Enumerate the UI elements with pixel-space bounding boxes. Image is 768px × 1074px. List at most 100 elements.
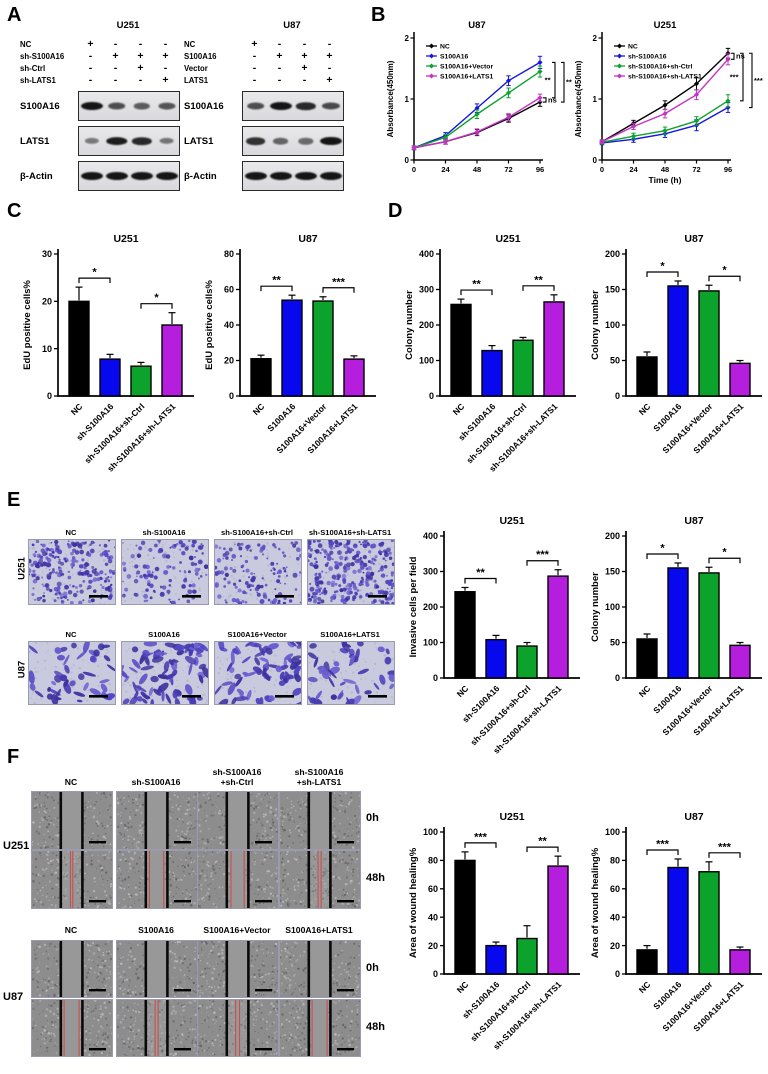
u87-growth-curve-chart: 0 1 2 0 24 48 72 96 U87 Absorbance(450nm) NC S100A1… (384, 18, 582, 194)
svg-text:U87: U87 (684, 515, 703, 527)
panel-e-letter: E (7, 489, 21, 511)
time-label-0h: 0h (366, 962, 379, 974)
u87-edu-bar-chart: 0 20 40 60 80 U87 EdU positive cells% NC S100A16… (200, 228, 382, 490)
transwell-image (307, 641, 395, 705)
transwell-micrograph (29, 642, 115, 704)
transwell-micrograph (215, 642, 301, 704)
blot-image (242, 161, 344, 191)
transwell-image (28, 539, 116, 605)
wound-image-48h (197, 999, 279, 1057)
condition-row: sh-S100A16 - + + + (20, 50, 182, 62)
line-chart-svg: 0 1 2 0 24 48 72 96 U251 Absorbance(450nm) Time (h… (574, 20, 763, 185)
blot-protein-label: LATS1 (20, 135, 50, 147)
svg-text:0: 0 (600, 165, 604, 174)
svg-text:30: 30 (42, 249, 52, 259)
image-column-title: S100A16+LATS1 (320, 630, 380, 639)
svg-text:sh-S100A16+sh-Ctrl: sh-S100A16+sh-Ctrl (82, 401, 146, 465)
wound-micrograph (198, 851, 278, 908)
svg-text:96: 96 (536, 165, 544, 174)
image-column-title: S100A16+LATS1 (285, 925, 353, 936)
condition-sign: + (162, 74, 169, 86)
condition-sign: - (302, 74, 307, 86)
condition-name: Vector (184, 63, 208, 73)
image-column-title: sh-S100A16 (142, 528, 186, 537)
wound-micrograph (117, 941, 197, 997)
condition-name: LATS1 (184, 75, 209, 85)
wound-image-48h (31, 850, 113, 909)
wound-image-48h (116, 850, 198, 909)
image-column-title: S100A16 (138, 925, 174, 936)
protein-band (244, 172, 267, 180)
blot-group-title: U87 (283, 20, 301, 31)
condition-name: NC (20, 39, 32, 49)
protein-band (159, 137, 174, 145)
condition-name: NC (184, 39, 196, 49)
svg-text:NC: NC (69, 401, 85, 417)
svg-text:NC: NC (251, 401, 267, 417)
svg-text:50: 50 (610, 356, 620, 366)
svg-text:U251: U251 (654, 20, 677, 31)
wound-image-48h (197, 850, 279, 909)
condition-name: sh-LATS1 (20, 75, 56, 85)
protein-band (319, 137, 342, 145)
transwell-image (214, 641, 302, 705)
blot-protein-label: β-Actin (20, 170, 53, 182)
protein-band (155, 172, 178, 180)
image-column-title: NC (65, 528, 77, 537)
wound-micrograph (280, 792, 360, 849)
svg-text:0: 0 (615, 391, 620, 401)
svg-text:0: 0 (433, 673, 438, 683)
svg-text:***: *** (536, 549, 550, 561)
protein-band (80, 172, 103, 180)
svg-text:150: 150 (605, 567, 620, 577)
svg-text:0: 0 (412, 165, 416, 174)
blot-image (78, 161, 180, 191)
condition-row: NC + - - - (184, 38, 346, 50)
protein-band (272, 137, 289, 145)
svg-text:**: ** (476, 567, 485, 579)
svg-text:200: 200 (419, 320, 434, 330)
western-blot-group-u251: U251 NC + - - - sh-S100A16- + + + sh-Ctrl - - + - sh-LA… (20, 20, 182, 191)
svg-text:**: ** (472, 279, 481, 291)
svg-text:*: * (722, 547, 727, 559)
bar-chart-svg: 0 10 20 30 U251 EdU positive cells% NCsh-S100A… (22, 233, 194, 474)
svg-text:150: 150 (605, 285, 620, 295)
wound-micrograph (280, 941, 360, 997)
svg-text:Absorbance(450nm): Absorbance(450nm) (574, 60, 583, 137)
svg-text:NC: NC (628, 43, 638, 50)
protein-band (245, 137, 266, 145)
image-column-title: S100A16+Vector (227, 630, 287, 639)
svg-text:*: * (154, 292, 159, 304)
svg-text:100: 100 (423, 638, 438, 648)
transwell-image (307, 539, 395, 605)
cell-line-label: U251 (16, 557, 28, 580)
wound-micrograph (280, 1000, 360, 1056)
svg-text:40: 40 (224, 320, 234, 330)
svg-text:100: 100 (605, 602, 620, 612)
svg-text:2: 2 (593, 34, 598, 43)
blot-protein-label: S100A16 (20, 100, 60, 112)
svg-text:Time (h): Time (h) (649, 175, 682, 185)
svg-text:200: 200 (605, 531, 620, 541)
svg-text:0: 0 (229, 391, 234, 401)
image-column-title: sh-S100A16+sh-Ctrl (212, 766, 262, 788)
svg-text:50: 50 (610, 638, 620, 648)
svg-text:NC: NC (637, 401, 653, 417)
svg-text:400: 400 (419, 249, 434, 259)
svg-text:S100A16+LATS1: S100A16+LATS1 (440, 73, 494, 80)
condition-row: sh-Ctrl - - + - (20, 62, 182, 74)
image-column-title: S100A16+Vector (203, 925, 271, 936)
svg-text:U251: U251 (499, 515, 524, 527)
protein-band (105, 137, 128, 145)
time-label-48h: 48h (366, 872, 385, 884)
transwell-image (28, 641, 116, 705)
protein-band (107, 102, 126, 110)
wound-micrograph (198, 792, 278, 849)
condition-sign: + (112, 50, 119, 62)
blot-row: S100A16 (20, 91, 182, 121)
bar-chart-svg: 0 100 200 300 400 U251 Colony number NCsh-S100A… (404, 233, 576, 474)
svg-text:0: 0 (47, 391, 52, 401)
